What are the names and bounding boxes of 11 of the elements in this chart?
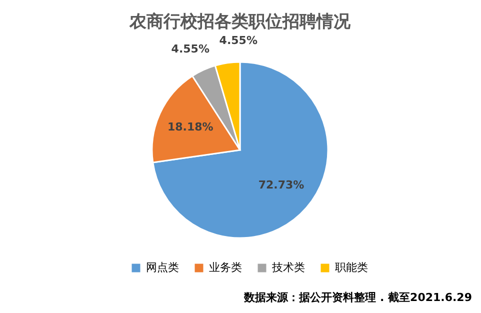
legend-label: 职能类 (335, 261, 368, 274)
chart-title: 农商行校招各类职位招聘情况 (128, 12, 352, 32)
source-note: 数据来源：据公开资料整理 . 截至2021.6.29 (243, 291, 472, 304)
data-label: 18.18% (167, 120, 214, 134)
data-label: 72.73% (258, 178, 304, 192)
data-label: 4.55% (219, 34, 258, 48)
pie-slice (152, 61, 329, 239)
legend-label: 技术类 (271, 261, 305, 274)
legend-label: 业务类 (209, 261, 242, 274)
legend-label: 网点类 (146, 261, 179, 274)
data-label: 4.55% (171, 42, 210, 56)
